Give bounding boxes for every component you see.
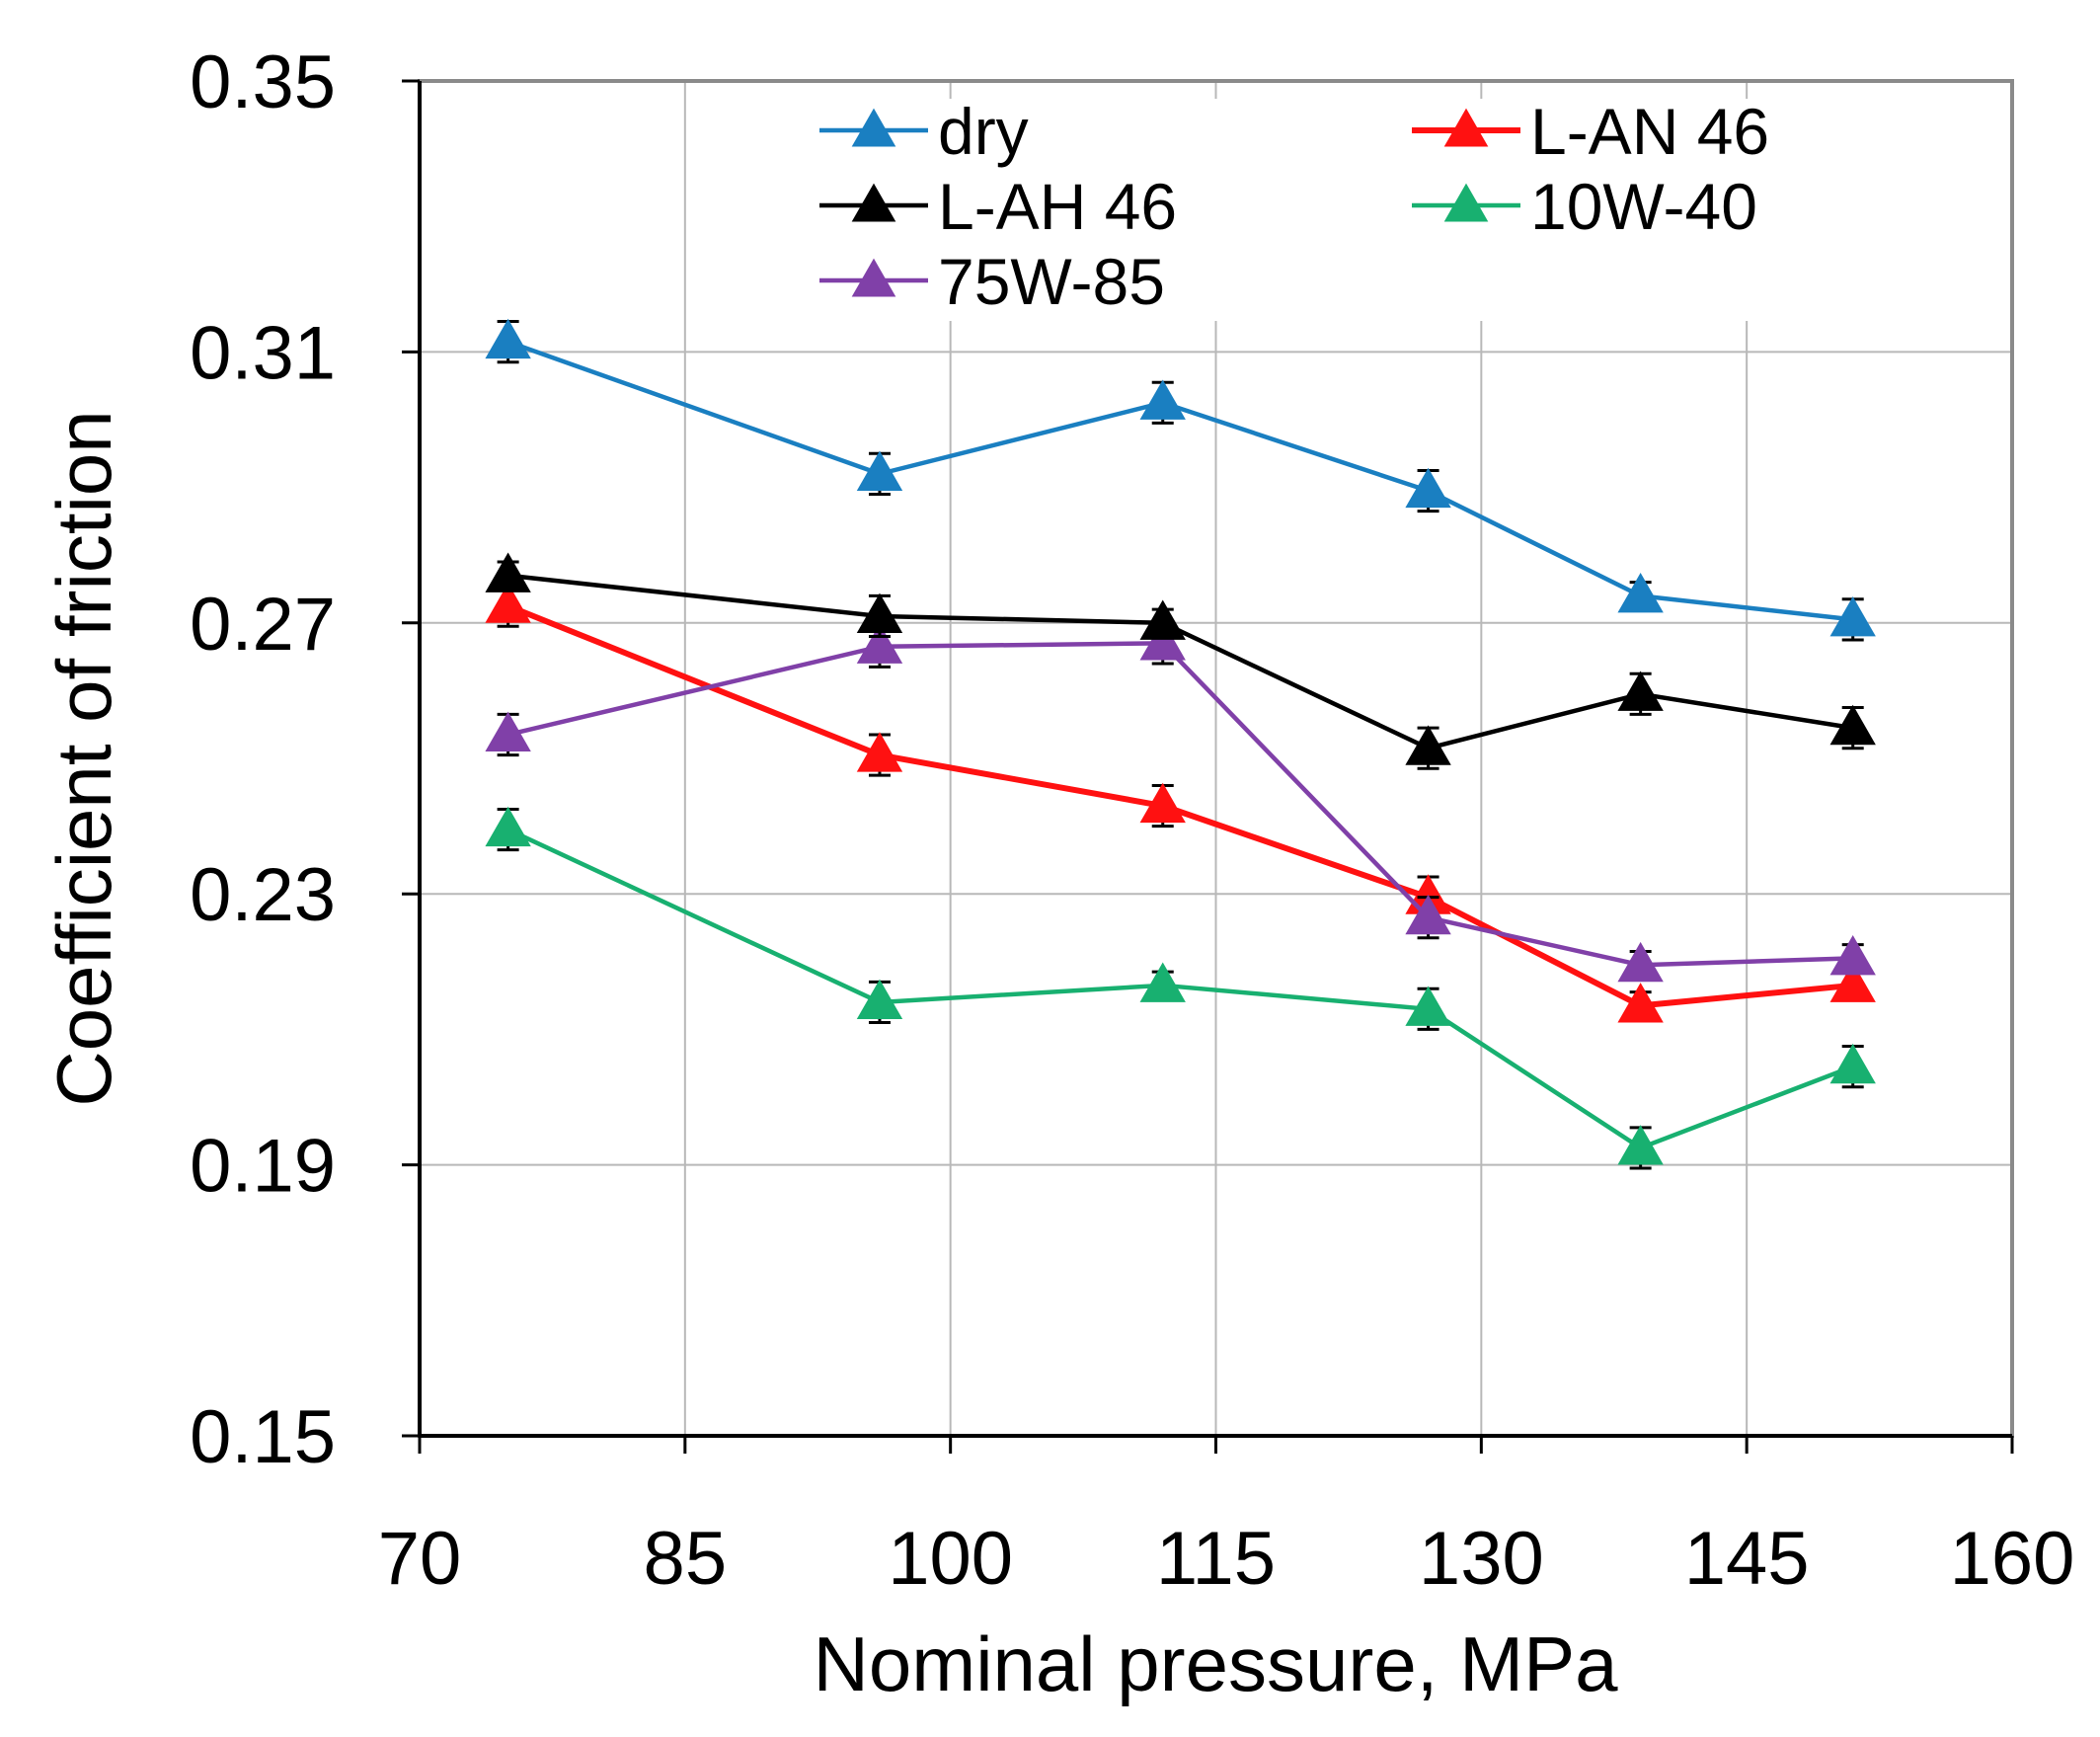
data-point — [856, 732, 903, 772]
data-point — [1829, 596, 1876, 637]
data-point — [1829, 962, 1876, 1002]
data-point — [1139, 599, 1186, 640]
series-l-ah-46 — [485, 552, 1876, 770]
legend-marker — [851, 258, 896, 297]
y-tick-label: 0.31 — [190, 311, 336, 395]
x-tick-label: 160 — [1950, 1517, 2075, 1601]
legend-label: 75W-85 — [938, 245, 1165, 318]
y-tick-labels: 0.15 0.19 0.23 0.27 0.31 0.35 — [190, 40, 336, 1479]
data-point — [856, 623, 903, 664]
legend-item-l-an-46: L-AN 46 — [1412, 95, 1769, 168]
legend-item-10w-40: 10W-40 — [1412, 170, 1757, 243]
data-point — [1139, 379, 1186, 420]
data-point — [1139, 782, 1186, 824]
legend-marker — [1443, 183, 1489, 222]
data-point — [485, 583, 531, 623]
legend-marker — [1443, 108, 1489, 147]
data-point — [1139, 620, 1186, 661]
y-tick-label: 0.27 — [190, 583, 336, 667]
y-axis-title: Coefficient of friction — [40, 410, 127, 1106]
legend-label: L-AH 46 — [938, 170, 1177, 243]
y-tick-label: 0.15 — [190, 1395, 336, 1479]
series-10w-40 — [485, 806, 1876, 1170]
legend-item-l-ah-46: L-AH 46 — [819, 170, 1177, 243]
x-tick-labels: 70 85 100 115 130 145 160 — [378, 1517, 2075, 1601]
x-tick-label: 115 — [1156, 1517, 1276, 1601]
axis-ticks — [402, 79, 2014, 1454]
data-point — [1405, 725, 1451, 765]
legend-label: 10W-40 — [1530, 170, 1757, 243]
data-point — [485, 806, 531, 847]
y-tick-label: 0.23 — [190, 853, 336, 937]
data-point — [856, 979, 903, 1020]
y-tick-label: 0.35 — [190, 40, 336, 124]
data-point — [856, 592, 903, 633]
data-point — [1617, 941, 1664, 983]
series-dry — [485, 318, 1876, 642]
data-point — [1405, 467, 1451, 509]
legend-label: L-AN 46 — [1530, 95, 1769, 168]
series-line — [506, 827, 1854, 1150]
data-point — [1617, 983, 1664, 1023]
y-tick-label: 0.19 — [190, 1125, 336, 1209]
series-layer — [485, 318, 1876, 1170]
x-tick-label: 85 — [644, 1517, 728, 1601]
series-line — [506, 339, 1853, 622]
data-point — [1829, 935, 1876, 976]
legend-marker — [851, 108, 896, 147]
legend-label: dry — [938, 95, 1029, 168]
legend: dry L-AN 46 L-AH 46 10W-40 75W-85 — [780, 95, 1827, 321]
legend-background — [780, 99, 1827, 321]
data-point — [485, 711, 531, 752]
legend-item-dry: dry — [819, 95, 1029, 168]
legend-item-75w-85: 75W-85 — [819, 245, 1165, 318]
x-tick-label: 100 — [888, 1517, 1013, 1601]
data-point — [856, 450, 903, 491]
data-point — [485, 552, 531, 592]
x-tick-label: 70 — [378, 1517, 462, 1601]
series-line — [506, 602, 1853, 1009]
data-point — [1829, 1043, 1876, 1084]
x-tick-label: 145 — [1684, 1517, 1810, 1601]
legend-items: dry L-AN 46 L-AH 46 10W-40 75W-85 — [819, 95, 1769, 318]
data-point — [1405, 894, 1451, 935]
series-line — [507, 573, 1854, 750]
data-point — [1617, 573, 1664, 613]
data-point — [485, 318, 531, 359]
x-tick-label: 130 — [1419, 1517, 1544, 1601]
series-line — [507, 641, 1853, 968]
data-point — [1617, 671, 1664, 711]
legend-marker — [851, 183, 896, 222]
x-axis-title: Nominal pressure, MPa — [814, 1620, 1619, 1707]
data-point — [1405, 986, 1451, 1026]
data-point — [1617, 1125, 1664, 1165]
data-point — [1829, 704, 1876, 746]
data-point — [1139, 962, 1186, 1002]
